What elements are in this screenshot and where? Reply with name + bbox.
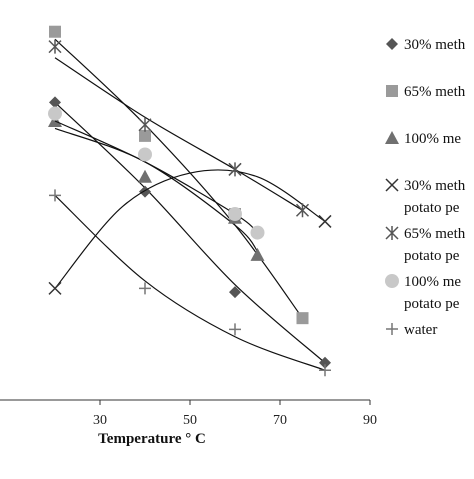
legend-label-5-line2: potato pe bbox=[404, 248, 460, 264]
legend-label-7: water bbox=[404, 322, 437, 338]
point-2-1 bbox=[49, 25, 61, 38]
legend-marker-7 bbox=[386, 323, 398, 335]
point-5-2 bbox=[138, 117, 152, 132]
legend-label-4: 30% meth bbox=[404, 178, 466, 194]
legend-label-6-line2: potato pe bbox=[404, 296, 460, 312]
legend: 30% meth 65% meth 100% me 30% meth potato pe… bbox=[385, 37, 466, 338]
series-6 bbox=[48, 106, 265, 240]
series-5 bbox=[48, 39, 310, 218]
point-6-2 bbox=[138, 147, 152, 162]
legend-label-3: 100% me bbox=[404, 131, 461, 147]
legend-marker-5 bbox=[385, 226, 399, 240]
legend-marker-4 bbox=[385, 178, 399, 192]
legend-marker-6 bbox=[385, 274, 399, 288]
plot-area bbox=[48, 25, 332, 377]
trendline-6 bbox=[54, 120, 258, 234]
legend-marker-3 bbox=[385, 131, 399, 144]
point-5-4 bbox=[295, 203, 310, 218]
point-6-3 bbox=[228, 207, 242, 221]
trendline-2 bbox=[54, 38, 303, 319]
legend-label-4-line2: potato pe bbox=[404, 200, 460, 216]
x-tick-label-90: 90 bbox=[363, 413, 377, 428]
legend-label-6: 100% me bbox=[404, 274, 461, 290]
x-tick-label-70: 70 bbox=[273, 413, 287, 428]
point-2-2 bbox=[139, 129, 151, 142]
point-2-4 bbox=[296, 312, 309, 325]
series-3 bbox=[48, 114, 265, 261]
legend-label-2: 65% meth bbox=[404, 84, 466, 100]
point-7-1 bbox=[49, 189, 61, 202]
point-4-1 bbox=[48, 281, 62, 295]
legend-marker-2 bbox=[386, 85, 398, 97]
point-1-4 bbox=[319, 356, 331, 369]
trendline-4 bbox=[54, 169, 326, 289]
point-3-4 bbox=[250, 247, 265, 261]
legend-label-5: 65% meth bbox=[404, 226, 466, 242]
x-axis-title: Temperature ° C bbox=[98, 431, 206, 447]
legend-item-1: 30% meth bbox=[386, 37, 466, 53]
trendline-3 bbox=[54, 127, 258, 252]
point-1-2 bbox=[139, 185, 151, 198]
point-7-3 bbox=[229, 323, 241, 336]
x-tick-label-50: 50 bbox=[183, 413, 197, 428]
series-2 bbox=[49, 25, 309, 325]
point-3-2 bbox=[138, 169, 152, 183]
trendline-7 bbox=[54, 194, 326, 371]
point-6-4 bbox=[250, 225, 265, 240]
x-tick-label-30: 30 bbox=[93, 413, 107, 428]
series-7 bbox=[49, 189, 331, 377]
legend-item-6: 100% me potato pe bbox=[385, 274, 461, 312]
point-1-3 bbox=[229, 286, 241, 299]
point-7-4 bbox=[319, 364, 331, 377]
x-axis: 30 50 70 90 bbox=[0, 399, 377, 428]
legend-label-1: 30% meth bbox=[404, 37, 466, 53]
legend-marker-1 bbox=[386, 38, 398, 50]
legend-item-2: 65% meth bbox=[386, 84, 466, 100]
point-7-2 bbox=[139, 282, 151, 295]
point-5-1 bbox=[48, 39, 62, 54]
legend-item-3: 100% me bbox=[385, 131, 461, 147]
legend-item-5: 65% meth potato pe bbox=[385, 226, 466, 264]
point-5-3 bbox=[228, 162, 242, 177]
series-4 bbox=[48, 162, 332, 295]
legend-item-7: water bbox=[386, 322, 437, 338]
trendline-5 bbox=[54, 57, 303, 211]
legend-item-4: 30% meth potato pe bbox=[385, 178, 466, 216]
point-4-3 bbox=[318, 214, 332, 228]
point-1-1 bbox=[49, 96, 61, 109]
point-6-1 bbox=[48, 106, 62, 121]
